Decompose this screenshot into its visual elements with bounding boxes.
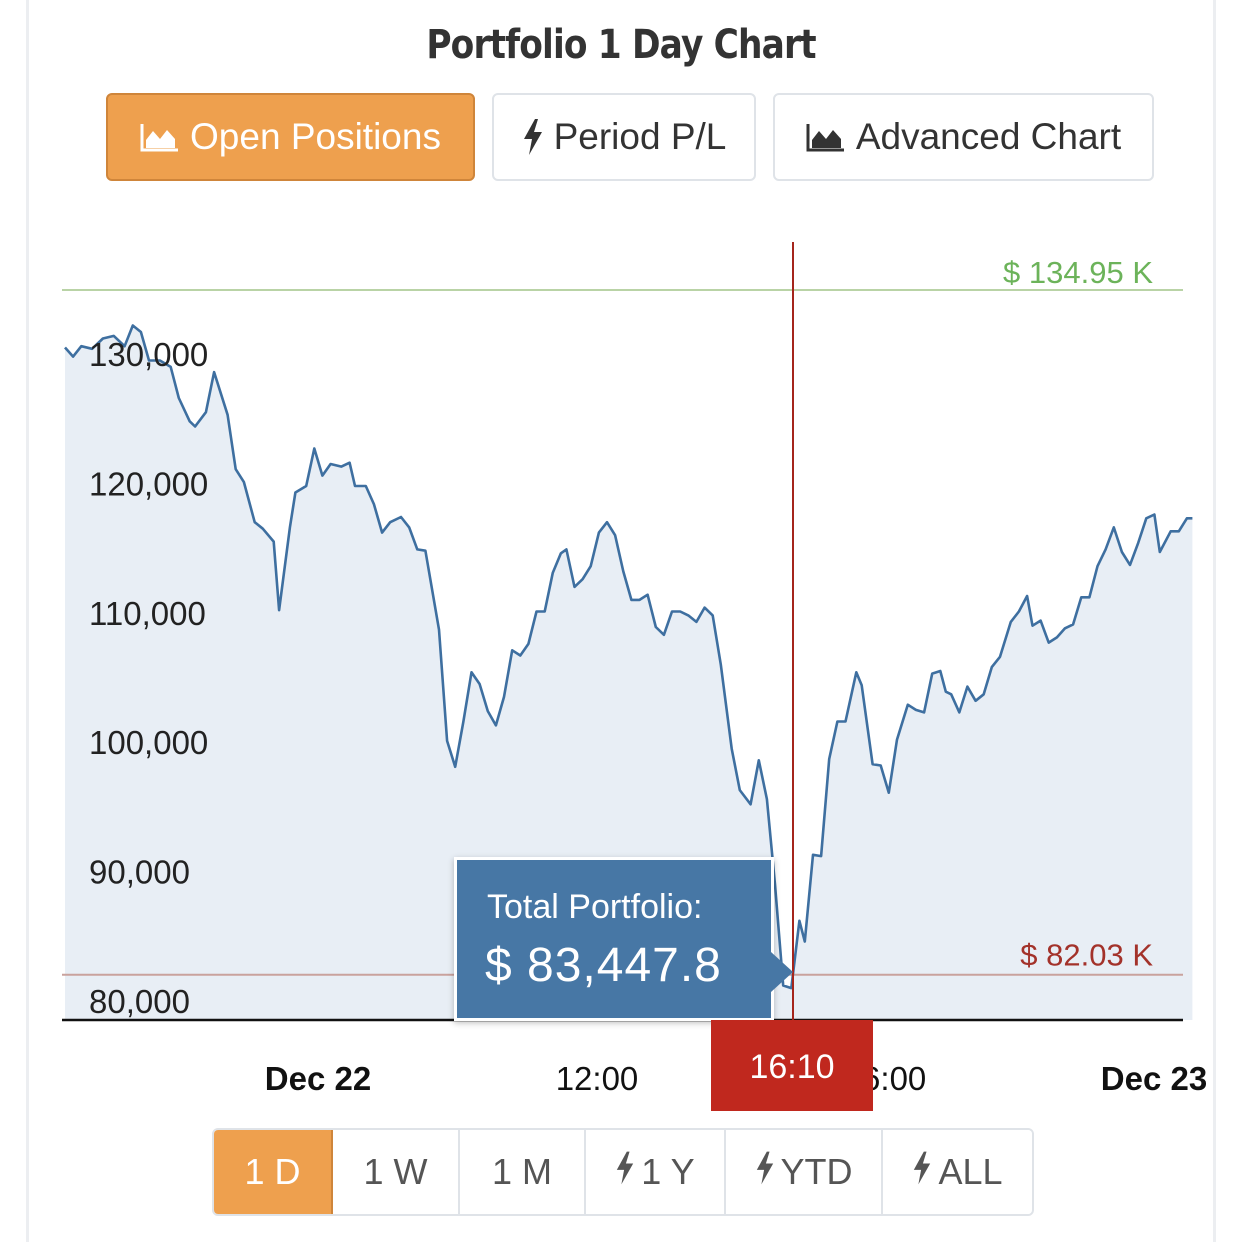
period-label: 1 M [491,1151,552,1192]
period-selector: 1 D 1 W 1 M 1 Y YTD ALL [212,1128,1034,1216]
tooltip-arrow [771,952,793,992]
period-label: YTD [780,1151,853,1192]
portfolio-series-line [64,324,1193,990]
tooltip-value: $ 83,447.8 [485,939,722,992]
value-tooltip: Total Portfolio: $ 83,447.8 [454,857,793,1021]
period-1y-button[interactable]: 1 Y [586,1130,726,1214]
period-pl-label: Period P/L [553,116,727,157]
x-tick-label: Dec 23 [1101,1060,1207,1097]
period-1d-button[interactable]: 1 D [214,1130,333,1214]
lightning-icon [912,1151,932,1194]
y-tick-label: 110,000 [89,595,206,632]
y-tick-label: 90,000 [89,854,190,891]
advanced-chart-label: Advanced Chart [855,116,1122,157]
x-tick-label: 12:00 [556,1060,639,1097]
period-all-button[interactable]: ALL [883,1130,1032,1214]
lightning-icon [522,119,544,155]
lightning-icon [615,1151,635,1194]
period-pl-button[interactable]: Period P/L [492,93,756,181]
x-tick-label: Dec 22 [265,1060,371,1097]
period-label: ALL [938,1151,1003,1192]
advanced-chart-button[interactable]: Advanced Chart [773,93,1154,181]
y-tick-label: 120,000 [89,465,208,502]
area-chart-icon [140,122,180,152]
period-1m-button[interactable]: 1 M [460,1130,586,1214]
period-ytd-button[interactable]: YTD [726,1130,883,1214]
frame-border-right [1213,0,1216,1242]
crosshair-time-badge: 16:10 [711,1020,873,1111]
y-tick-label: 100,000 [89,724,208,761]
chart-title: Portfolio 1 Day Chart [426,22,816,68]
period-label: 1 Y [641,1151,695,1192]
open-positions-button[interactable]: Open Positions [106,93,475,181]
open-positions-label: Open Positions [190,116,441,157]
y-tick-label: 80,000 [89,983,190,1020]
y-tick-label: 130,000 [89,336,208,373]
lightning-icon [755,1151,775,1194]
period-label: 1 W [363,1151,428,1192]
area-chart-icon [806,122,846,152]
period-1w-button[interactable]: 1 W [333,1130,460,1214]
period-label: 1 D [244,1151,301,1192]
min-value-label: $ 82.03 K [1020,938,1153,973]
area-fill [65,325,1193,1020]
tooltip-label: Total Portfolio: [487,888,703,926]
max-value-label: $ 134.95 K [1003,255,1153,290]
frame-border-left [26,0,29,1242]
